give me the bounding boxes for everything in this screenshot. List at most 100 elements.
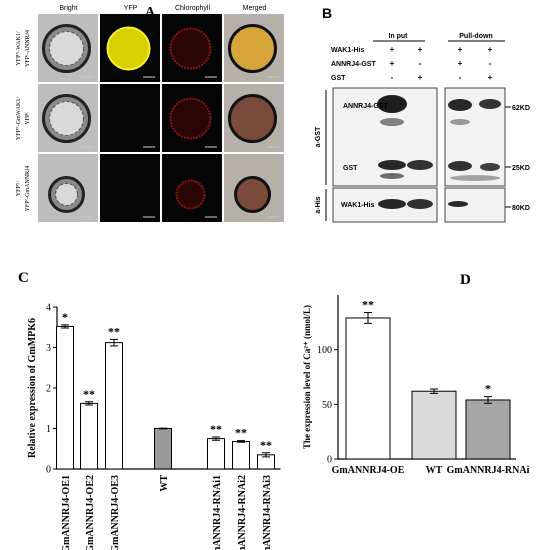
column-header: Merged xyxy=(243,5,267,12)
significance: ** xyxy=(108,324,120,338)
chlorophyll xyxy=(175,179,206,210)
y-tick-label: 3 xyxy=(46,343,51,354)
y-axis-label: Relative expression of GmMPK6 xyxy=(27,318,38,458)
sign: - xyxy=(459,73,462,82)
band xyxy=(407,199,433,209)
panel-label: B xyxy=(322,5,332,21)
band xyxy=(479,99,501,109)
sign: + xyxy=(418,45,423,54)
merged-cell xyxy=(234,176,271,213)
y-tick-label: 0 xyxy=(327,455,332,466)
error-bar xyxy=(237,440,245,443)
x-tick-label: WT xyxy=(159,475,170,492)
group-label: In put xyxy=(388,33,408,40)
sign: + xyxy=(390,45,395,54)
band xyxy=(450,119,470,125)
column-header: Bright xyxy=(59,5,77,12)
x-tick-label: GmANNRJ4-OE2 xyxy=(85,475,96,550)
significance: * xyxy=(485,382,491,396)
y-tick-label: 1 xyxy=(46,424,51,435)
significance: ** xyxy=(210,422,222,436)
bar xyxy=(411,390,457,460)
x-tick-label: GmANNRJ4-RNAi1 xyxy=(212,475,223,550)
band xyxy=(448,161,472,171)
panel-label: A xyxy=(145,5,156,20)
error-bar xyxy=(110,338,118,347)
significance: ** xyxy=(83,387,95,401)
band xyxy=(377,95,407,113)
row-label: YFPᶜ-GmANNRJ4 xyxy=(25,166,31,212)
row-label: YFPᴺ/ xyxy=(16,180,22,196)
band-label: GST xyxy=(343,165,358,172)
significance: ** xyxy=(260,438,272,452)
marker-label: 62KD xyxy=(512,105,530,112)
row-label: YFPᴺ-GmWAK1/ xyxy=(16,97,22,140)
cell-inner xyxy=(55,183,78,206)
significance: ** xyxy=(235,426,247,440)
band xyxy=(448,201,468,207)
panel-label: D xyxy=(460,272,471,288)
bar xyxy=(345,317,391,460)
band xyxy=(448,99,472,111)
column-header: YFP xyxy=(124,5,138,12)
band-label: WAK1-His xyxy=(341,202,375,209)
band xyxy=(380,118,404,126)
x-tick-label: GmANNRJ4-RNAi xyxy=(447,465,530,476)
error-bar xyxy=(85,401,93,406)
error-bar xyxy=(61,324,69,329)
marker-label: 25KD xyxy=(512,165,530,172)
group-label: Pull-down xyxy=(459,33,492,40)
y-tick-label: 100 xyxy=(317,345,332,356)
error-bar xyxy=(484,396,492,404)
y-tick-label: 0 xyxy=(46,465,51,476)
band xyxy=(450,175,500,181)
x-tick-label: GmANNRJ4-RNAi2 xyxy=(237,475,248,550)
panel-label: C xyxy=(18,270,29,286)
x-tick-label: GmANNRJ4-OE xyxy=(332,465,405,476)
error-bar xyxy=(364,311,372,324)
y-axis-label: The expression level of Ca²⁺ (nmol/L) xyxy=(302,305,312,449)
sign: - xyxy=(419,59,422,68)
row-label: ANNRJ4-GST xyxy=(331,61,376,68)
bar xyxy=(232,440,250,470)
merged-cell xyxy=(228,24,277,73)
bar xyxy=(105,342,123,470)
chlorophyll xyxy=(169,27,212,70)
x-tick-label: WT xyxy=(426,465,443,476)
chlorophyll xyxy=(169,97,212,140)
y-tick-label: 4 xyxy=(46,303,51,314)
sign: + xyxy=(488,45,493,54)
sign: - xyxy=(391,73,394,82)
marker-label: 80KD xyxy=(512,205,530,212)
band-label: ANNRJ4-GST xyxy=(343,103,388,110)
x-tick-label: GmANNRJ4-OE3 xyxy=(110,475,121,550)
cell-inner xyxy=(49,31,84,66)
bar xyxy=(80,402,98,470)
sign: + xyxy=(418,73,423,82)
error-bar xyxy=(262,452,270,458)
row-label: YFPᶜ xyxy=(25,112,31,125)
bar xyxy=(207,438,225,470)
y-tick-label: 50 xyxy=(322,400,332,411)
micrograph xyxy=(100,154,160,222)
row-label: YFPᶜ-ANNRJ4 xyxy=(25,30,31,67)
band xyxy=(378,160,406,170)
y-tick-label: 2 xyxy=(46,384,51,395)
sign: + xyxy=(458,59,463,68)
band xyxy=(378,199,406,209)
band xyxy=(380,173,404,179)
sign: + xyxy=(390,59,395,68)
sign: + xyxy=(458,45,463,54)
error-bar xyxy=(212,436,220,441)
column-header: Chlorophyll xyxy=(175,5,210,12)
antibody-label: a-His xyxy=(315,196,322,213)
row-label: WAK1-His xyxy=(331,47,365,54)
x-tick-label: GmANNRJ4-OE1 xyxy=(61,475,72,550)
band xyxy=(407,160,433,170)
merged-cell xyxy=(228,94,277,143)
sign: - xyxy=(489,59,492,68)
micrograph xyxy=(100,84,160,152)
row-label: GST xyxy=(331,75,346,82)
row-label: YFPᴺ-WAK1/ xyxy=(16,31,22,65)
error-bar xyxy=(159,427,167,430)
